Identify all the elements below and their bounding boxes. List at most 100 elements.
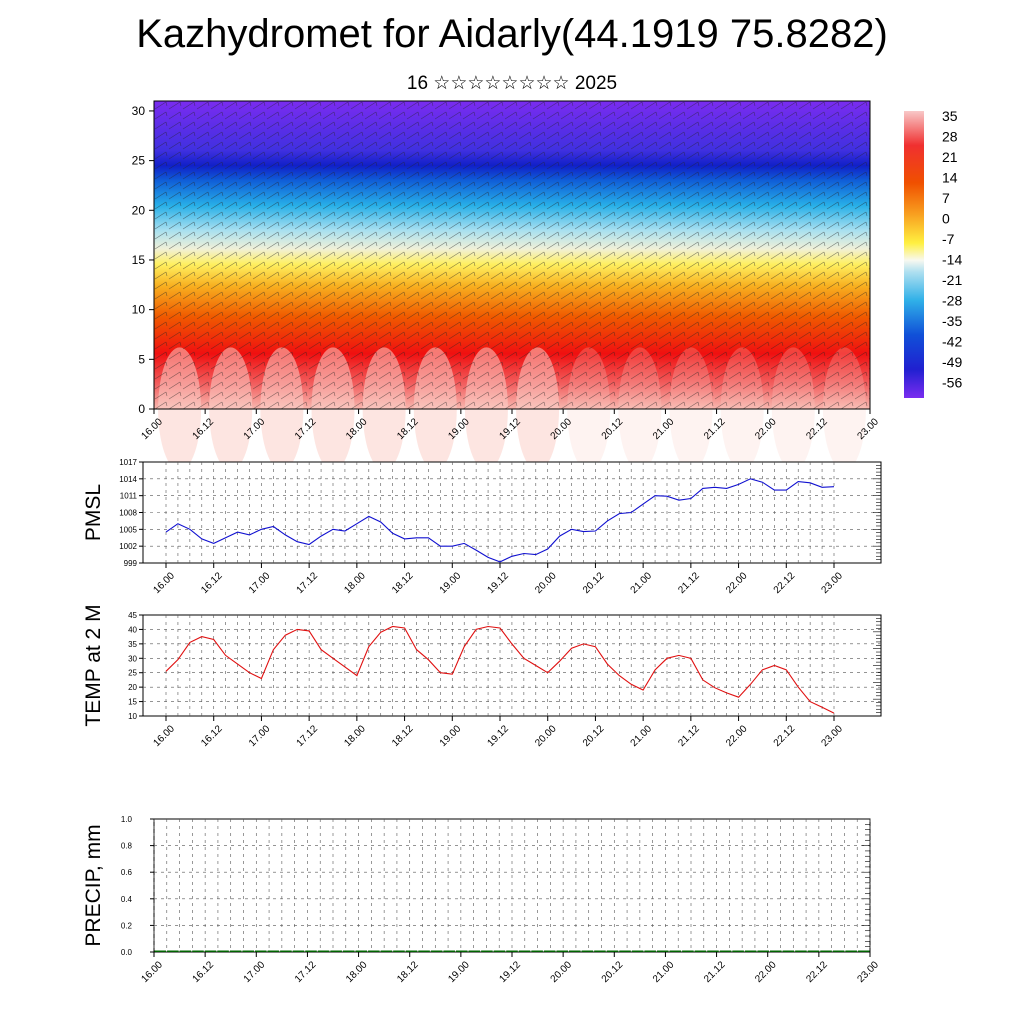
- precip-bar: [782, 950, 795, 952]
- precip-panel: 0.0 0.2 0.4 0.6 0.8 1.0 16.00 16.12 17.00 17.12 18…: [82, 815, 881, 985]
- x-tick-label: 23.00: [855, 959, 881, 985]
- precip-bar: [656, 950, 669, 952]
- precip-bar: [845, 950, 857, 952]
- x-tick-label: 17.00: [247, 723, 273, 749]
- y-axis-label: PRECIP, mm: [82, 824, 105, 946]
- y-tick-label: 0.8: [121, 842, 133, 851]
- pmsl-panel: 999 1002 1005 1008 1011 1014 1017 16.00 16.12 17.…: [82, 458, 882, 596]
- y-tick-label: 999: [124, 559, 138, 568]
- x-tick-label: 23.00: [819, 723, 845, 749]
- x-tick-label: 16.12: [199, 570, 225, 596]
- precip-bar: [531, 950, 543, 952]
- y-tick-label: 1011: [120, 492, 138, 501]
- x-tick-label: 18.00: [344, 959, 370, 985]
- x-tick-label: 20.12: [600, 959, 626, 985]
- precip-bar: [305, 950, 317, 952]
- precip-bar: [267, 950, 280, 952]
- precip-bar: [744, 950, 757, 952]
- page-title: Kazhydromet for Aidarly(44.1919 75.8282): [136, 12, 888, 56]
- x-tick-label: 22.00: [724, 570, 750, 596]
- x-tick-label: 17.12: [293, 959, 319, 985]
- y-tick-label: 20: [132, 203, 146, 217]
- y-tick-label: 40: [128, 625, 137, 634]
- precip-bar: [631, 950, 644, 952]
- precip-bar: [757, 950, 770, 952]
- precip-bar: [468, 950, 481, 952]
- x-tick-label: 17.12: [295, 570, 321, 596]
- y-tick-label: 1.0: [121, 815, 133, 824]
- precip-bar: [380, 950, 393, 952]
- x-tick-label: 20.00: [533, 570, 559, 596]
- x-tick-label: 17.00: [242, 959, 268, 985]
- x-tick-label: 21.12: [676, 723, 702, 749]
- colorbar-label: 28: [942, 129, 958, 145]
- y-tick-label: 5: [138, 352, 145, 366]
- x-tick-label: 21.00: [629, 723, 655, 749]
- x-tick-label: 22.00: [753, 959, 779, 985]
- precip-bar: [254, 950, 267, 952]
- y-tick-label: 1008: [119, 509, 137, 518]
- y-tick-label: 1005: [119, 525, 137, 534]
- colorbar-label: -42: [942, 334, 962, 350]
- precip-bar: [682, 950, 694, 952]
- x-tick-label: 22.12: [804, 959, 830, 985]
- x-tick-label: 18.12: [390, 570, 416, 596]
- y-tick-label: 0.6: [121, 868, 133, 877]
- x-tick-label: 22.12: [772, 723, 798, 749]
- precip-bar: [443, 950, 455, 952]
- precip-bar: [167, 950, 179, 952]
- precip-bar: [669, 950, 682, 952]
- precip-bar: [694, 950, 707, 952]
- x-tick-label: 16.00: [151, 723, 177, 749]
- precip-bar: [430, 950, 443, 952]
- precip-bar: [556, 950, 569, 952]
- x-tick-label: 16.12: [199, 723, 225, 749]
- precip-bar: [732, 950, 744, 952]
- precip-bar: [719, 950, 732, 952]
- y-tick-label: 25: [128, 669, 137, 678]
- precip-bar: [518, 950, 531, 952]
- x-tick-label: 18.12: [395, 959, 421, 985]
- x-tick-label: 22.00: [724, 723, 750, 749]
- colorbar-label: -14: [942, 252, 962, 268]
- y-tick-label: 10: [132, 303, 146, 317]
- colorbar-label: 14: [942, 170, 958, 186]
- colorbar-label: -21: [942, 272, 962, 288]
- precip-bar: [317, 950, 330, 952]
- y-tick-label: 30: [132, 104, 146, 118]
- x-tick-label: 18.00: [342, 723, 368, 749]
- x-tick-label: 19.00: [446, 959, 472, 985]
- colorbar-label: 7: [942, 190, 950, 206]
- x-tick-label: 19.00: [438, 570, 464, 596]
- y-tick-label: 25: [132, 154, 146, 168]
- colorbar-label: -35: [942, 313, 962, 329]
- temp-panel: 10 15 20 25 30 35 40 45 16.00 16.12 17.00 17.12 18.0…: [82, 604, 882, 749]
- x-tick-label: 21.00: [651, 959, 677, 985]
- precip-bar: [192, 950, 204, 952]
- precip-bar: [707, 950, 719, 952]
- precip-bar: [393, 950, 405, 952]
- x-tick-label: 20.00: [549, 959, 575, 985]
- precip-bar: [355, 950, 368, 952]
- x-tick-label: 19.00: [438, 723, 464, 749]
- x-tick-label: 16.00: [139, 959, 165, 985]
- precip-bar: [857, 950, 870, 952]
- y-tick-label: 1014: [119, 475, 137, 484]
- x-tick-label: 16.00: [151, 570, 177, 596]
- precip-bar: [644, 950, 656, 952]
- colorbar-label: 35: [942, 108, 958, 124]
- y-tick-label: 45: [128, 611, 137, 620]
- y-tick-label: 0: [138, 402, 145, 416]
- x-tick-label: 16.12: [191, 959, 217, 985]
- x-tick-label: 21.12: [702, 959, 728, 985]
- x-tick-label: 19.12: [485, 570, 511, 596]
- y-tick-label: 15: [132, 253, 146, 267]
- y-tick-label: 15: [128, 698, 137, 707]
- y-tick-label: 20: [128, 683, 137, 692]
- precip-bar: [405, 950, 418, 952]
- series-line: [165, 478, 835, 563]
- x-tick-label: 19.12: [497, 959, 523, 985]
- precip-bar: [493, 950, 506, 952]
